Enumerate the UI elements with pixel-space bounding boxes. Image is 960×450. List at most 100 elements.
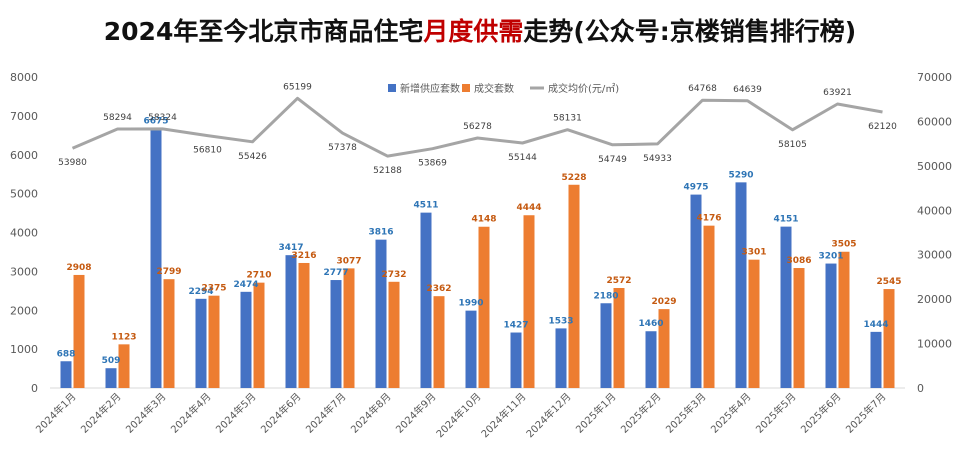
sales-data-label: 5228 [561, 173, 586, 183]
sales-data-label: 3216 [291, 251, 316, 261]
sales-data-label: 1123 [111, 332, 136, 342]
sales-bar [568, 184, 580, 388]
sales-data-label: 3086 [786, 256, 811, 266]
sales-bar [298, 262, 310, 388]
x-tick-label: 2024年4月 [168, 390, 214, 436]
sales-bar [613, 288, 625, 388]
sales-data-label: 2732 [381, 270, 406, 280]
y-left-tick-label: 3000 [10, 265, 38, 278]
sales-bar [838, 251, 850, 388]
title-suffix: 走势(公众号:京楼销售排行榜) [523, 17, 857, 46]
sales-bar [388, 281, 400, 388]
price-data-label: 54933 [643, 154, 672, 164]
sales-data-label: 2572 [606, 276, 631, 286]
sales-data-label: 4176 [696, 214, 721, 224]
sales-bar [73, 274, 85, 388]
sales-data-label: 2362 [426, 284, 451, 294]
y-left-tick-label: 4000 [10, 227, 38, 240]
x-tick-label: 2024年6月 [258, 390, 304, 436]
x-tick-label: 2024年8月 [348, 390, 394, 436]
sales-data-label: 3077 [336, 256, 361, 266]
sales-bar [343, 268, 355, 388]
price-data-label: 55426 [238, 152, 267, 162]
price-data-label: 62120 [868, 122, 897, 132]
y-right-tick-label: 10000 [917, 338, 952, 351]
y-left-tick-label: 5000 [10, 188, 38, 201]
supply-bar [780, 226, 792, 388]
x-tick-label: 2024年3月 [123, 390, 169, 436]
supply-bar [690, 194, 702, 388]
sales-data-label: 4444 [516, 203, 541, 213]
supply-bar [375, 239, 387, 388]
price-data-label: 56810 [193, 146, 222, 156]
supply-bar [825, 263, 837, 388]
x-tick-label: 2025年2月 [618, 390, 664, 436]
sales-data-label: 2799 [156, 267, 181, 277]
sales-bar [118, 344, 130, 388]
y-left-tick-label: 7000 [10, 110, 38, 123]
price-data-label: 65199 [283, 82, 312, 92]
legend-label: 成交套数 [474, 82, 514, 95]
title-highlight: 月度供需 [423, 17, 524, 46]
supply-bar [555, 328, 567, 388]
sales-bar [208, 295, 220, 388]
price-data-label: 63921 [823, 88, 852, 98]
price-data-label: 58105 [778, 140, 807, 150]
y-right-tick-label: 20000 [917, 293, 952, 306]
y-right-tick-label: 60000 [917, 115, 952, 128]
supply-bar [105, 368, 117, 388]
supply-bar [465, 310, 477, 388]
supply-data-label: 4151 [773, 215, 798, 225]
sales-bar [793, 268, 805, 388]
title-main: 2024年至今北京市商品住宅 [103, 17, 424, 46]
supply-data-label: 2294 [188, 287, 213, 297]
y-left-tick-label: 8000 [10, 71, 38, 84]
sales-data-label: 4148 [471, 215, 496, 225]
sales-data-label: 2375 [201, 284, 226, 294]
sales-bar [658, 309, 670, 388]
supply-data-label: 509 [102, 356, 121, 366]
supply-data-label: 5290 [728, 170, 753, 180]
supply-bar [330, 280, 342, 388]
sales-data-label: 2908 [66, 263, 91, 273]
supply-data-label: 1427 [503, 321, 528, 331]
price-data-label: 55144 [508, 153, 537, 163]
sales-data-label: 3301 [741, 248, 766, 258]
legend-swatch [388, 84, 396, 92]
supply-data-label: 1444 [863, 320, 888, 330]
legend-label: 新增供应套数 [400, 82, 460, 95]
legend-label: 成交均价(元/㎡) [548, 82, 619, 95]
y-right-tick-label: 50000 [917, 160, 952, 173]
supply-bar [420, 212, 432, 388]
price-data-label: 54749 [598, 155, 627, 165]
y-left-tick-label: 2000 [10, 304, 38, 317]
price-data-label: 53869 [418, 159, 447, 169]
supply-bar [870, 331, 882, 388]
sales-bar [703, 225, 715, 388]
supply-data-label: 3816 [368, 228, 393, 238]
supply-data-label: 4511 [413, 201, 438, 211]
x-tick-label: 2025年7月 [843, 390, 889, 436]
supply-bar [645, 331, 657, 388]
y-left-tick-label: 0 [31, 382, 38, 395]
price-data-label: 58294 [103, 113, 132, 123]
sales-data-label: 2710 [246, 271, 271, 281]
y-left-tick-label: 6000 [10, 149, 38, 162]
price-data-label: 56278 [463, 122, 492, 132]
x-tick-label: 2025年5月 [753, 390, 799, 436]
y-left-tick-label: 1000 [10, 343, 38, 356]
x-tick-label: 2024年7月 [303, 390, 349, 436]
x-tick-label: 2025年6月 [798, 390, 844, 436]
x-tick-label: 2024年5月 [213, 390, 259, 436]
supply-bar [600, 303, 612, 388]
supply-bar [60, 361, 72, 388]
supply-data-label: 2180 [593, 291, 618, 301]
sales-bar [523, 215, 535, 388]
supply-bar [285, 255, 297, 388]
price-data-label: 53980 [58, 158, 87, 168]
supply-bar [150, 128, 162, 388]
sales-bar [883, 289, 895, 388]
sales-data-label: 3505 [831, 240, 856, 250]
price-data-label: 58131 [553, 114, 582, 124]
